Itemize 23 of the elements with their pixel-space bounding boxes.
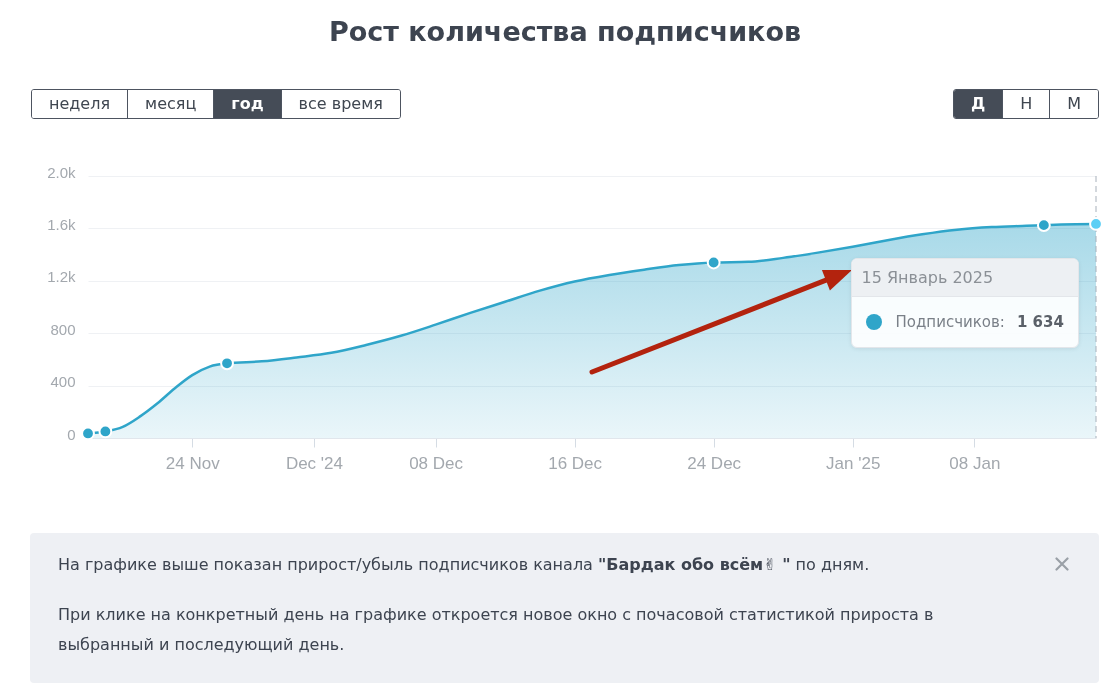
y-tick-label: 0 xyxy=(66,425,75,442)
y-tick-label: 2.0k xyxy=(46,163,76,180)
x-tick-label: Dec '24 xyxy=(285,453,343,472)
y-tick-label: 1.2k xyxy=(46,267,76,285)
x-tick-label: 24 Dec xyxy=(686,453,742,472)
button: Д xyxy=(953,90,1003,118)
notice-panel: На графике выше показан прирост/убыль подписчиков канала "Бардак обо всём✌ " по дням. При клике на конкретный день на графике откроется новое окно с почасовой статистикой прироста в выбранный и последующий день. xyxy=(30,533,1099,683)
chart-title: Рост количества подписчиков xyxy=(327,16,803,47)
tooltip: 15 Январь 2025 Подписчиков: 1 634 xyxy=(850,257,1079,348)
button: все время xyxy=(280,90,400,118)
x-tick-label: 24 Nov xyxy=(165,453,220,472)
annotation: Подписчиков: xyxy=(895,312,1005,331)
y-tick-label: 400 xyxy=(49,372,75,390)
button: год xyxy=(213,90,281,118)
x-tick-label: 08 Dec xyxy=(408,453,464,472)
annotation: 15 Январь 2025 xyxy=(851,258,1078,297)
y-tick-label: 1.6k xyxy=(46,215,76,233)
y-tick-label: 800 xyxy=(49,320,75,338)
x-tick-label: 08 Jan xyxy=(948,453,1000,472)
button: М xyxy=(1049,90,1098,118)
x-tick-label: Jan '25 xyxy=(825,453,880,472)
annotation: 1 634 xyxy=(1016,312,1064,331)
x-tick-label: 16 Dec xyxy=(547,453,603,472)
